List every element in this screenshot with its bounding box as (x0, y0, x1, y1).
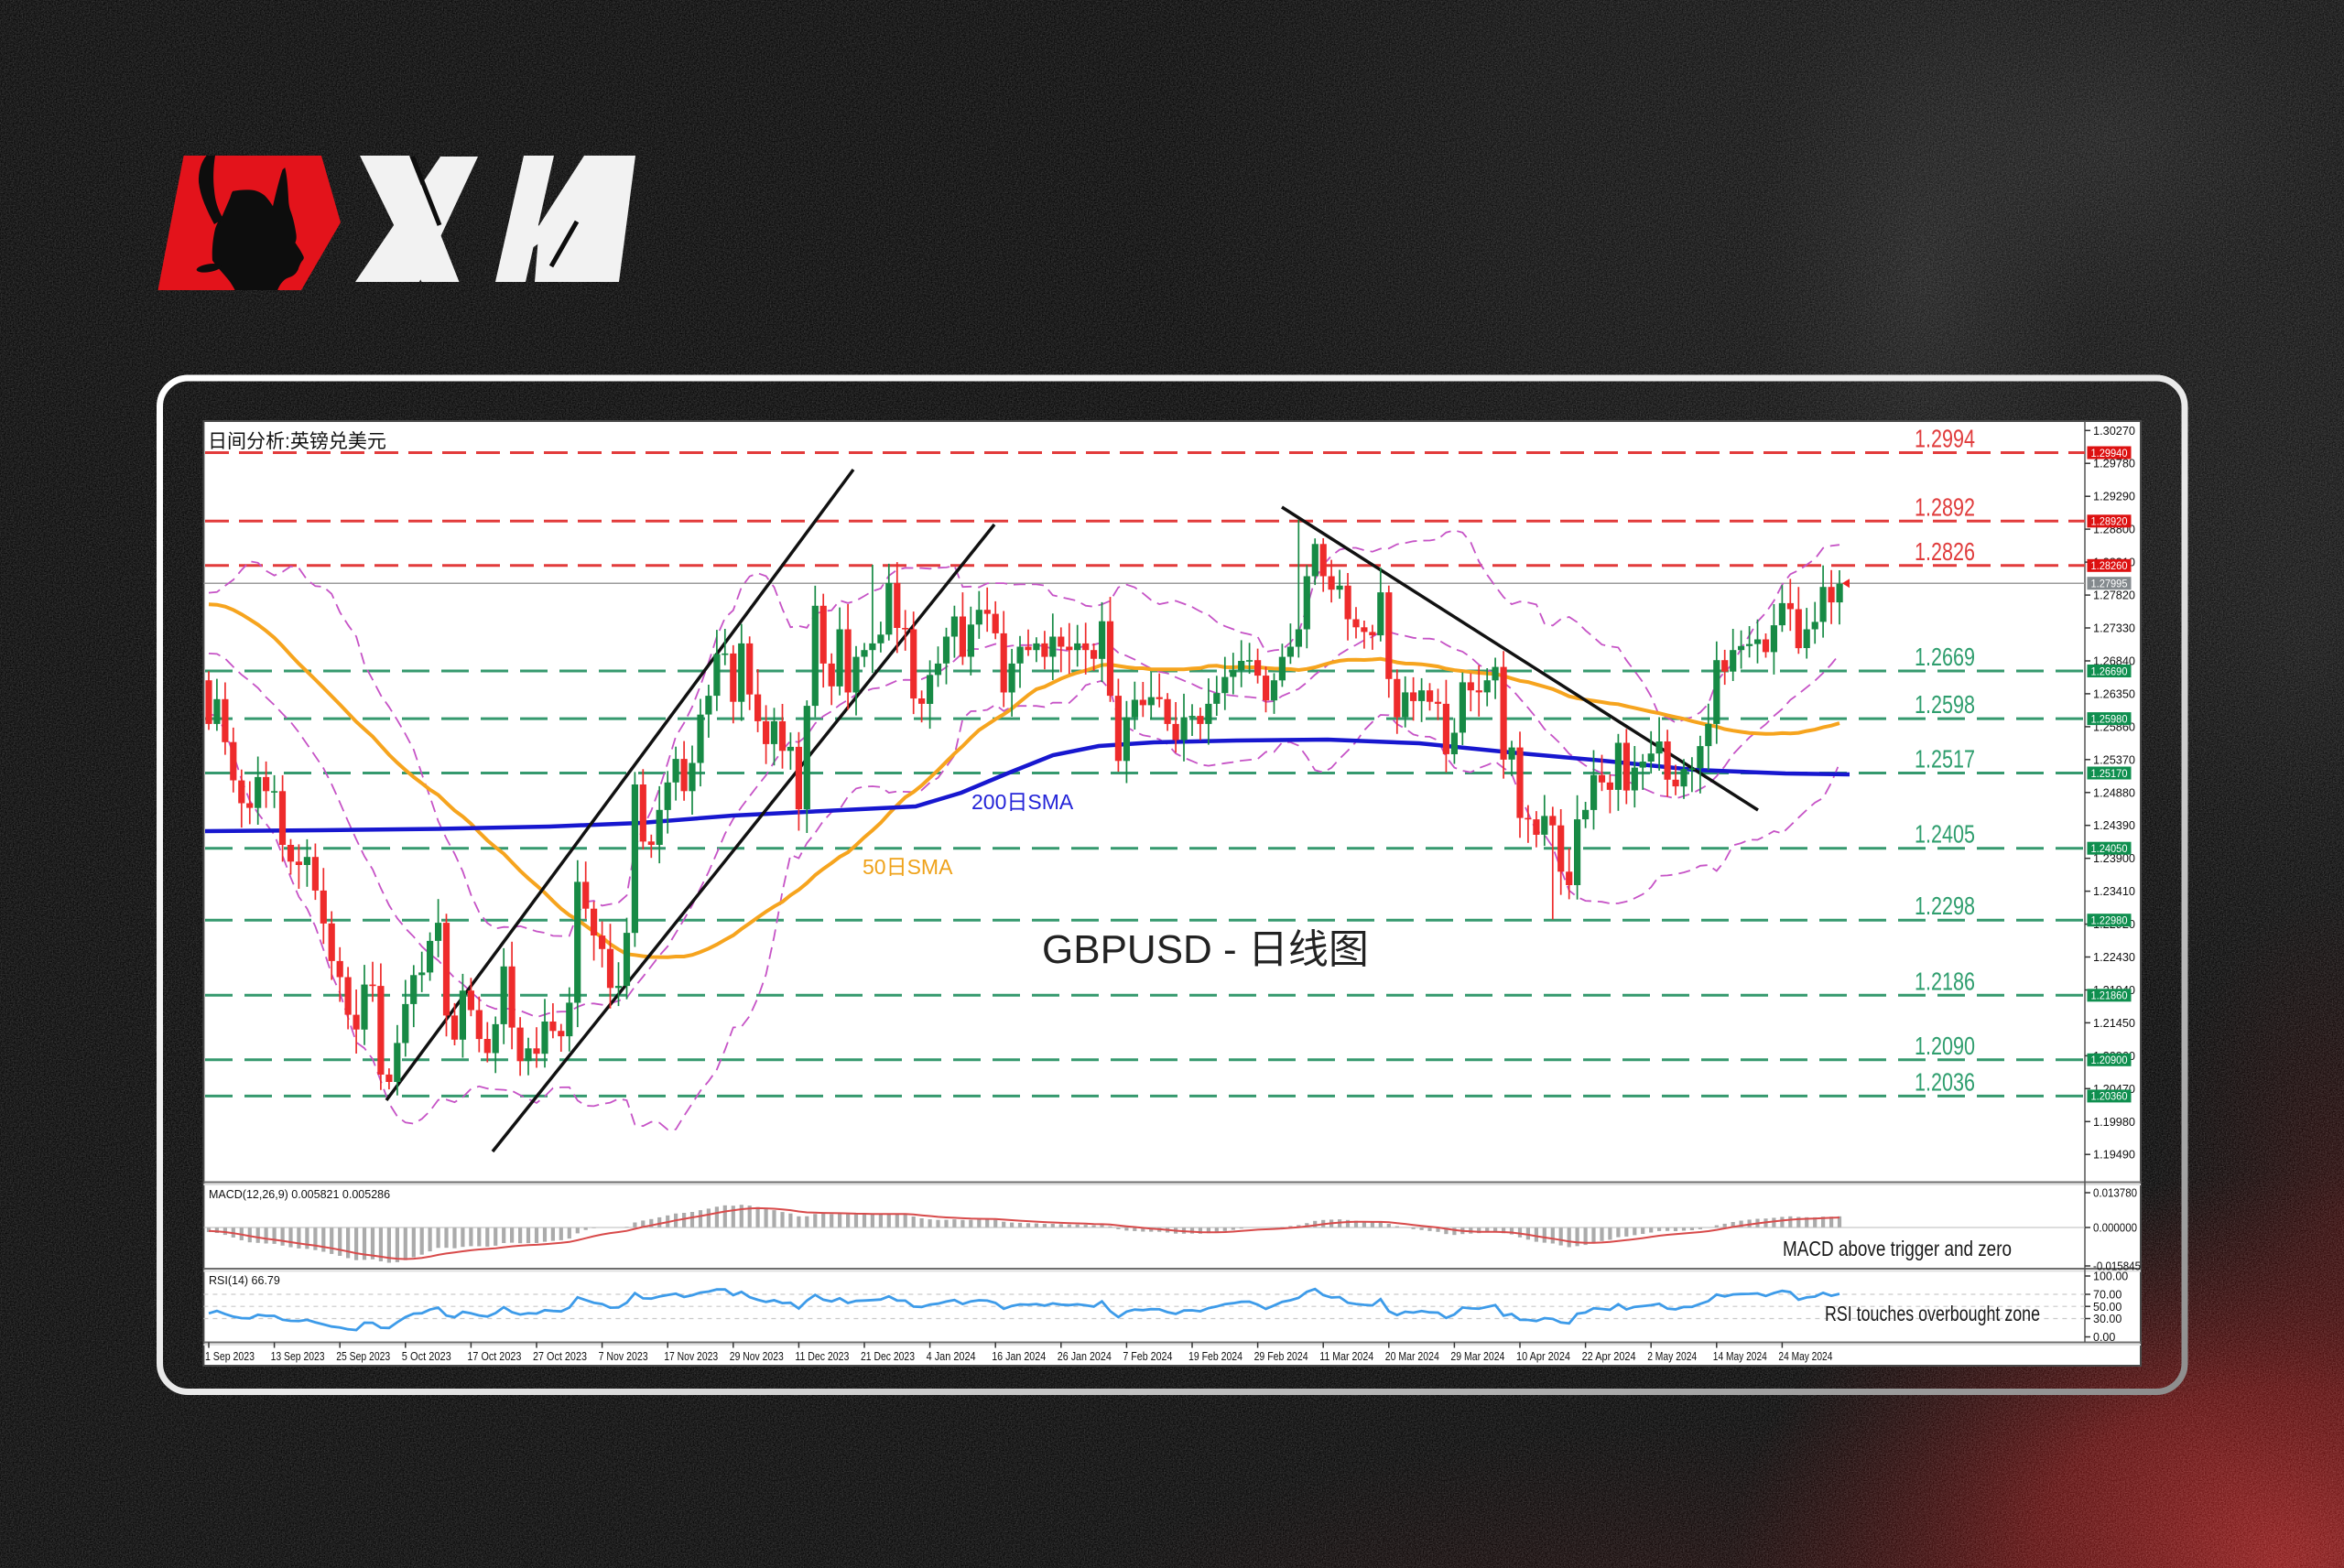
svg-text:2 May 2024: 2 May 2024 (1647, 1350, 1697, 1363)
svg-text:1.20900: 1.20900 (2091, 1054, 2128, 1066)
svg-text:200日SMA: 200日SMA (971, 790, 1074, 814)
svg-text:7 Nov 2023: 7 Nov 2023 (599, 1350, 648, 1363)
svg-text:1.24880: 1.24880 (2093, 786, 2135, 799)
svg-text:1.21450: 1.21450 (2093, 1017, 2135, 1030)
svg-text:1.30270: 1.30270 (2093, 425, 2135, 438)
svg-text:1 Sep 2023: 1 Sep 2023 (205, 1350, 255, 1363)
svg-text:1.26350: 1.26350 (2093, 687, 2135, 700)
svg-text:20 Mar 2024: 20 Mar 2024 (1385, 1350, 1439, 1363)
svg-text:5 Oct 2023: 5 Oct 2023 (402, 1350, 451, 1363)
svg-text:1.2826: 1.2826 (1915, 537, 1975, 566)
svg-text:1.25170: 1.25170 (2091, 767, 2128, 780)
svg-text:MACD(12,26,9) 0.005821 0.00528: MACD(12,26,9) 0.005821 0.005286 (209, 1188, 390, 1201)
svg-text:70.00: 70.00 (2093, 1289, 2122, 1302)
svg-text:21 Dec 2023: 21 Dec 2023 (861, 1350, 915, 1363)
svg-text:17 Nov 2023: 17 Nov 2023 (664, 1350, 718, 1363)
svg-text:1.21860: 1.21860 (2091, 989, 2128, 1002)
svg-text:0.000000: 0.000000 (2093, 1222, 2137, 1235)
svg-text:26 Jan 2024: 26 Jan 2024 (1058, 1350, 1112, 1363)
svg-text:1.27330: 1.27330 (2093, 622, 2135, 635)
svg-text:17 Oct 2023: 17 Oct 2023 (467, 1350, 521, 1363)
svg-text:30.00: 30.00 (2093, 1313, 2122, 1325)
svg-text:29 Mar 2024: 29 Mar 2024 (1450, 1350, 1504, 1363)
svg-text:0.00: 0.00 (2093, 1331, 2115, 1344)
svg-text:1.29780: 1.29780 (2093, 458, 2135, 470)
svg-text:10 Apr 2024: 10 Apr 2024 (1516, 1350, 1570, 1363)
svg-text:1.2994: 1.2994 (1915, 425, 1975, 453)
svg-text:11 Mar 2024: 11 Mar 2024 (1319, 1350, 1373, 1363)
svg-text:RSI(14) 66.79: RSI(14) 66.79 (209, 1274, 280, 1287)
svg-text:4 Jan 2024: 4 Jan 2024 (927, 1350, 976, 1363)
svg-text:1.25980: 1.25980 (2091, 712, 2128, 725)
svg-text:50.00: 50.00 (2093, 1301, 2122, 1314)
svg-text:1.24050: 1.24050 (2091, 842, 2128, 855)
svg-text:1.20360: 1.20360 (2091, 1090, 2128, 1103)
svg-text:1.26690: 1.26690 (2091, 665, 2128, 677)
svg-text:29 Feb 2024: 29 Feb 2024 (1254, 1350, 1308, 1363)
svg-text:-0.015845: -0.015845 (2093, 1260, 2141, 1273)
svg-text:1.27995: 1.27995 (2091, 578, 2128, 590)
svg-text:1.22980: 1.22980 (2091, 914, 2128, 927)
svg-text:50日SMA: 50日SMA (863, 855, 953, 879)
svg-text:11 Dec 2023: 11 Dec 2023 (795, 1350, 849, 1363)
svg-text:1.24390: 1.24390 (2093, 819, 2135, 832)
svg-text:1.28920: 1.28920 (2091, 515, 2128, 528)
svg-text:1.2517: 1.2517 (1915, 745, 1975, 773)
svg-text:MACD above trigger and zero: MACD above trigger and zero (1783, 1237, 2012, 1260)
svg-text:27 Oct 2023: 27 Oct 2023 (533, 1350, 587, 1363)
svg-text:GBPUSD - 日线图: GBPUSD - 日线图 (1042, 927, 1369, 972)
svg-text:1.23410: 1.23410 (2093, 885, 2135, 898)
svg-text:1.2298: 1.2298 (1915, 892, 1975, 920)
svg-text:1.19980: 1.19980 (2093, 1116, 2135, 1129)
svg-text:1.2892: 1.2892 (1915, 492, 1975, 521)
svg-text:1.29940: 1.29940 (2091, 447, 2128, 460)
svg-text:16 Jan 2024: 16 Jan 2024 (992, 1350, 1046, 1363)
svg-text:19 Feb 2024: 19 Feb 2024 (1188, 1350, 1243, 1363)
svg-text:14 May 2024: 14 May 2024 (1713, 1350, 1767, 1363)
svg-text:1.25370: 1.25370 (2093, 753, 2135, 766)
svg-text:22 Apr 2024: 22 Apr 2024 (1582, 1350, 1636, 1363)
svg-text:100.00: 100.00 (2093, 1271, 2128, 1283)
svg-text:29 Nov 2023: 29 Nov 2023 (730, 1350, 784, 1363)
svg-text:1.28260: 1.28260 (2091, 559, 2128, 572)
svg-text:13 Sep 2023: 13 Sep 2023 (271, 1350, 325, 1363)
svg-text:日间分析:英镑兑美元: 日间分析:英镑兑美元 (208, 431, 386, 452)
svg-text:25 Sep 2023: 25 Sep 2023 (336, 1350, 390, 1363)
svg-text:0.013780: 0.013780 (2093, 1187, 2137, 1200)
svg-text:1.29290: 1.29290 (2093, 491, 2135, 503)
svg-text:1.2090: 1.2090 (1915, 1032, 1975, 1060)
svg-text:1.2036: 1.2036 (1915, 1067, 1975, 1096)
svg-text:1.2405: 1.2405 (1915, 820, 1975, 849)
svg-text:1.2186: 1.2186 (1915, 967, 1975, 995)
svg-text:1.27820: 1.27820 (2093, 589, 2135, 602)
svg-text:1.2598: 1.2598 (1915, 690, 1975, 719)
svg-text:1.19490: 1.19490 (2093, 1149, 2135, 1162)
svg-text:1.23900: 1.23900 (2093, 852, 2135, 865)
svg-text:7 Feb 2024: 7 Feb 2024 (1123, 1350, 1172, 1363)
svg-text:1.2669: 1.2669 (1915, 643, 1975, 671)
svg-text:24 May 2024: 24 May 2024 (1778, 1350, 1832, 1363)
svg-text:1.22430: 1.22430 (2093, 951, 2135, 964)
svg-text:RSI touches overbought zone: RSI touches overbought zone (1825, 1302, 2040, 1325)
